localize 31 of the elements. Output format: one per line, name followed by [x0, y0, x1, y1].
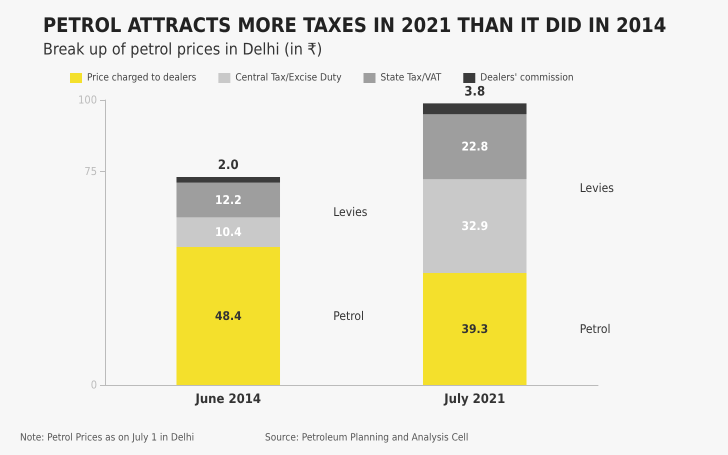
y-tick-label: 100	[78, 94, 97, 106]
bar	[422, 272, 527, 385]
data-label: 39.3	[461, 322, 488, 336]
chart-subtitle: Break up of petrol prices in Delhi (in ₹)	[43, 40, 322, 58]
y-tick-label: 75	[84, 164, 97, 178]
data-label: 48.4	[214, 309, 242, 324]
x-tick-label: June 2014	[194, 392, 262, 407]
legend-label: Dealers' commission	[480, 72, 574, 84]
annotation: Levies	[580, 181, 614, 196]
annotation: Petrol	[580, 322, 610, 336]
source-note: Source: Petroleum Planning and Analysis Cell	[265, 432, 468, 444]
data-label: 2.0	[218, 158, 239, 173]
bar	[422, 179, 527, 273]
bar	[176, 182, 280, 218]
legend-label: Central Tax/Excise Duty	[235, 72, 342, 84]
bar	[422, 103, 527, 114]
bar	[176, 176, 280, 183]
data-label: 12.2	[214, 193, 242, 208]
data-label: 22.8	[461, 140, 488, 154]
y-tick-label: 0	[90, 378, 97, 392]
text: Note: Petrol Prices as on July 1 in Delhi	[20, 432, 194, 444]
annotation: Levies	[333, 205, 368, 220]
bar	[176, 247, 280, 385]
data-label: 3.8	[464, 84, 486, 100]
annotation: Petrol	[333, 309, 364, 324]
legend-label: Price charged to dealers	[87, 72, 197, 84]
bar	[422, 114, 527, 180]
bar	[176, 217, 280, 248]
chart-title: PETROL ATTRACTS MORE TAXES IN 2021 THAN IT DID IN 2014	[43, 13, 666, 37]
legend-label: State Tax/VAT	[380, 72, 442, 84]
x-tick-label: July 2021	[443, 392, 506, 407]
